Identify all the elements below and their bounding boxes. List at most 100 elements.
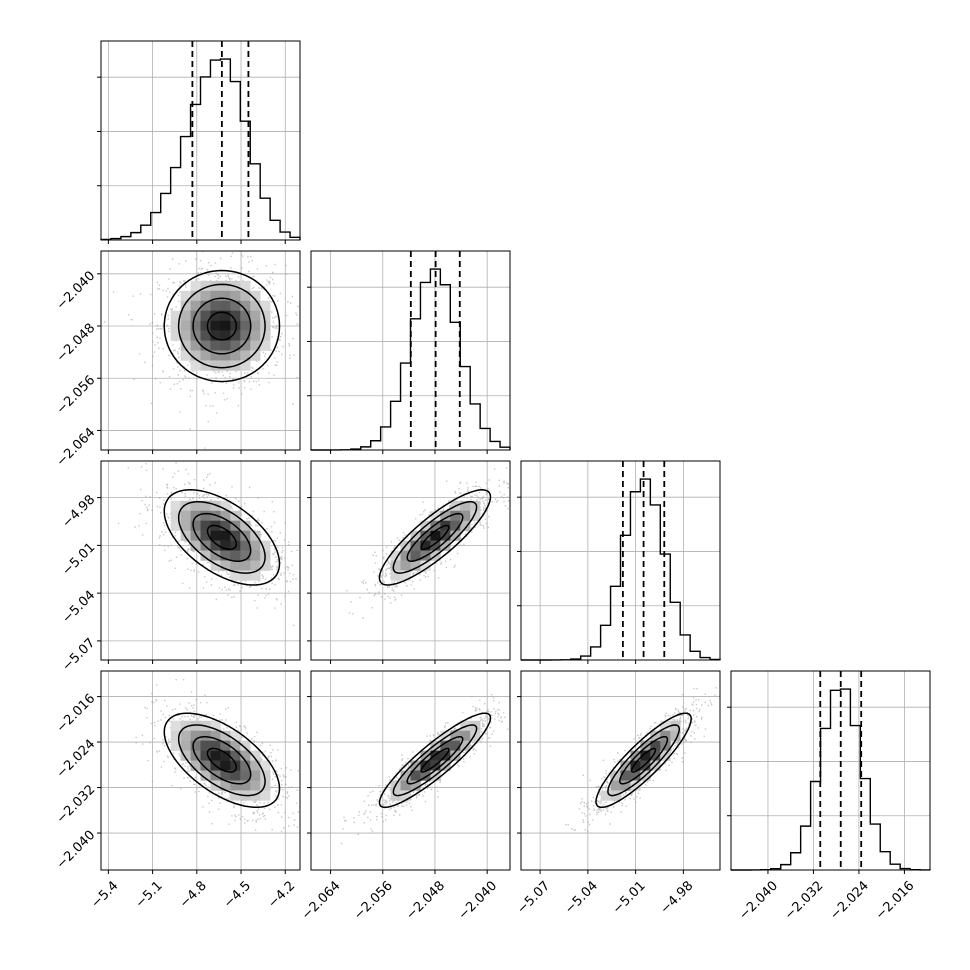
density-cell	[240, 330, 251, 341]
density-cell	[240, 770, 251, 781]
density-cell	[220, 540, 231, 551]
panel-frame	[520, 670, 721, 871]
density-cell	[240, 750, 251, 761]
density-cell	[200, 550, 211, 561]
density-cell	[220, 510, 231, 521]
contour-line	[163, 712, 281, 809]
contour-line	[595, 712, 692, 809]
density-cell	[230, 570, 241, 581]
density-panel-p1-p2	[307, 460, 511, 664]
density-cell	[210, 290, 221, 302]
density-cell	[410, 770, 421, 781]
x-tick-label: −5.1	[133, 878, 166, 911]
density-cell	[600, 790, 611, 801]
density-cell	[240, 280, 251, 292]
density-cell	[450, 510, 461, 521]
contour-line	[163, 269, 281, 383]
density-panel-p0-p3: −2.040−2.032−2.024−2.016 −5.4 −5.1 −4.8 −4.5…	[54, 670, 301, 911]
density-cell	[200, 530, 211, 541]
contour-line	[392, 500, 478, 574]
density-cell	[220, 300, 231, 311]
density-cell	[240, 550, 251, 561]
contour-line	[420, 747, 450, 773]
density-contents	[101, 251, 300, 450]
density-cell	[200, 510, 211, 521]
density-cell	[460, 730, 471, 741]
density-cell	[210, 300, 221, 311]
density-cell	[250, 770, 261, 781]
x-tick-label: −2.064	[299, 878, 344, 923]
density-cell	[210, 330, 221, 341]
density-cell	[170, 520, 181, 531]
density-cell	[200, 350, 211, 361]
density-cell	[460, 500, 471, 512]
density-cell	[220, 770, 231, 781]
density-cell	[190, 510, 201, 521]
density-cell	[260, 310, 271, 321]
y-tick-label: −2.040	[54, 828, 99, 873]
density-cell	[400, 570, 411, 581]
density-cell	[220, 730, 231, 741]
density-cell	[610, 770, 621, 781]
density-cell	[220, 350, 231, 361]
density-cell	[240, 360, 251, 371]
scatter-points	[117, 462, 300, 627]
density-cell	[260, 300, 271, 311]
density-cell	[260, 760, 271, 771]
density-cell	[430, 510, 441, 521]
density-cell	[190, 280, 201, 292]
density-cell	[230, 300, 241, 311]
density-cell	[240, 780, 251, 791]
density-cell	[180, 530, 191, 541]
contour-line	[607, 724, 681, 797]
density-cell	[170, 330, 181, 341]
density-cell	[400, 780, 411, 791]
density-cell	[190, 360, 201, 371]
density-cell	[630, 760, 641, 771]
density-cell	[220, 550, 231, 561]
density-cell	[180, 290, 191, 302]
x-tick-label: −4.2	[265, 878, 298, 911]
density-cell	[430, 750, 441, 761]
density-cell	[620, 780, 631, 791]
density-cell	[640, 740, 651, 751]
density-cell	[610, 780, 621, 791]
density-contents	[311, 671, 510, 870]
density-cell	[230, 790, 241, 801]
x-tick-label: −2.056	[351, 878, 396, 923]
density-cell	[210, 540, 221, 551]
panel-frame	[310, 250, 511, 451]
contour-line	[630, 747, 657, 773]
x-tick-label: −2.040	[456, 878, 501, 923]
density-cell	[180, 350, 191, 361]
x-tick-label: −2.048	[403, 878, 448, 923]
density-cell	[240, 570, 251, 581]
density-cell	[200, 330, 211, 341]
contour-line	[192, 735, 252, 785]
y-tick-label: −2.024	[54, 737, 99, 782]
contour-line	[206, 311, 238, 341]
density-cell	[250, 550, 261, 561]
density-cell	[190, 740, 201, 751]
density-cell	[440, 730, 451, 741]
density-cell	[230, 330, 241, 341]
density-cell	[190, 520, 201, 531]
density-cell	[420, 540, 431, 551]
density-cell	[250, 530, 261, 541]
density-cell	[220, 320, 231, 331]
density-cell	[210, 360, 221, 371]
density-cell	[230, 290, 241, 302]
y-tick-label: −5.01	[60, 540, 99, 579]
contour-line	[206, 524, 238, 551]
density-cell	[180, 730, 191, 741]
contour-line	[192, 297, 252, 355]
density-cell	[240, 310, 251, 321]
density-cell	[190, 540, 201, 551]
density-cell	[200, 730, 211, 741]
contour-line	[177, 283, 266, 369]
density-cell	[230, 740, 241, 751]
density-cell	[440, 530, 451, 541]
density-cell	[620, 760, 631, 771]
density-cell	[240, 560, 251, 571]
density-cell	[180, 320, 191, 331]
